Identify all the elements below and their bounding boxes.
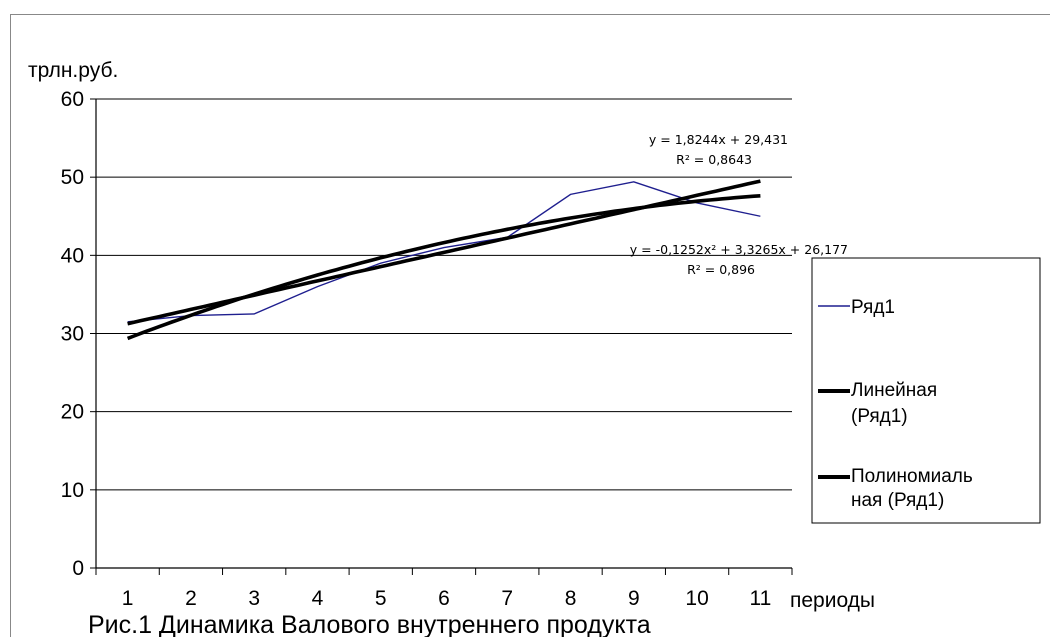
y-axis-label: трлн.руб.: [28, 59, 118, 82]
linear-equation-annotation: y = 1,8244x + 29,431 R² = 0,8643: [649, 132, 788, 167]
linear-equation: y = 1,8244x + 29,431: [649, 132, 788, 147]
x-tick-5: 5: [375, 587, 387, 610]
y-tick-labels: 0 10 20 30 40 50 60: [61, 88, 84, 580]
y-tick-60: 60: [61, 88, 84, 111]
x-tick-labels: 1 2 3 4 5 6 7 8 9 10 11: [122, 587, 771, 610]
figure-caption: Рис.1 Динамика Валового внутреннего прод…: [88, 611, 651, 637]
legend-linear-line1: Линейная: [851, 380, 937, 401]
x-tick-9: 9: [628, 587, 640, 610]
poly-r-squared: R² = 0,896: [687, 262, 755, 277]
y-tick-20: 20: [61, 401, 84, 424]
legend-poly-line2: ная (Ряд1): [851, 490, 944, 511]
series-lines: [126, 179, 761, 341]
x-tick-3: 3: [248, 587, 260, 610]
y-tick-30: 30: [61, 323, 84, 346]
x-tick-2: 2: [185, 587, 197, 610]
legend-poly-line1: Полиномиаль: [851, 466, 973, 487]
x-tick-6: 6: [438, 587, 450, 610]
x-tick-10: 10: [685, 587, 708, 610]
chart-frame: [10, 14, 1050, 637]
poly-equation: y = -0,1252x² + 3,3265x + 26,177: [630, 242, 848, 257]
series-line-0: [127, 181, 761, 323]
y-tick-50: 50: [61, 166, 84, 189]
legend: Ряд1 Линейная (Ряд1) Полиномиаль ная (Ря…: [811, 257, 1041, 524]
x-tick-7: 7: [501, 587, 513, 610]
grid-lines: [90, 98, 792, 569]
y-tick-0: 0: [72, 557, 84, 580]
legend-series1: Ряд1: [851, 297, 895, 318]
x-axis-label: периоды: [790, 589, 875, 612]
y-tick-40: 40: [61, 244, 84, 267]
y-tick-10: 10: [61, 479, 84, 502]
trendline-poly2: [126, 194, 761, 341]
poly-equation-annotation: y = -0,1252x² + 3,3265x + 26,177 R² = 0,…: [630, 242, 848, 277]
x-tick-11: 11: [749, 587, 771, 610]
x-tick-1: 1: [122, 587, 134, 610]
axes: [95, 99, 793, 575]
legend-linear-line2: (Ряд1): [851, 406, 908, 427]
x-tick-8: 8: [565, 587, 577, 610]
linear-r-squared: R² = 0,8643: [676, 152, 752, 167]
x-tick-4: 4: [312, 587, 324, 610]
